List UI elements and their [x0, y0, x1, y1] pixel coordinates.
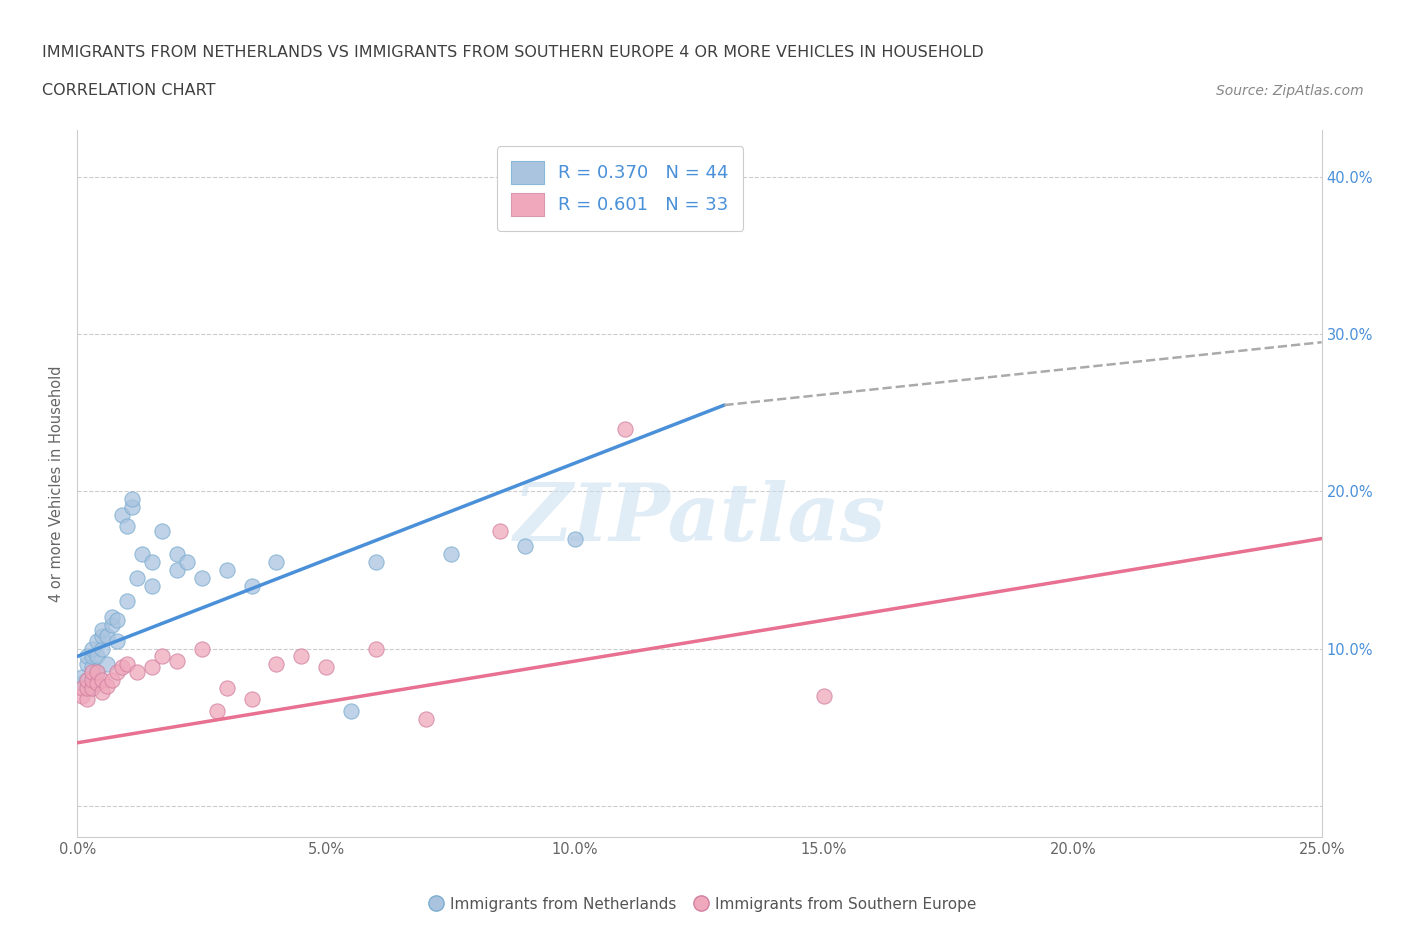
Point — [340, 704, 363, 719]
Point — [86, 675, 108, 690]
Point — [91, 672, 114, 687]
Point — [141, 660, 163, 675]
Point — [111, 508, 134, 523]
Point — [86, 665, 108, 680]
Point — [191, 570, 214, 585]
Point — [101, 618, 124, 632]
Point — [86, 633, 108, 648]
Point — [150, 649, 173, 664]
Point — [141, 578, 163, 593]
Point — [91, 685, 114, 700]
Point — [111, 660, 134, 675]
Point — [266, 657, 288, 671]
Point — [96, 629, 118, 644]
Point — [101, 672, 124, 687]
Point — [72, 670, 94, 684]
Point — [91, 622, 114, 637]
Point — [76, 672, 98, 687]
Point — [76, 672, 98, 687]
Point — [613, 421, 636, 436]
Point — [215, 681, 238, 696]
Point — [101, 610, 124, 625]
Point — [364, 554, 387, 569]
Point — [82, 665, 104, 680]
Point — [515, 539, 537, 554]
Point — [364, 641, 387, 656]
Point — [141, 554, 163, 569]
Point — [82, 649, 104, 664]
Point — [86, 665, 108, 680]
Point — [115, 657, 138, 671]
Point — [315, 660, 337, 675]
Point — [91, 641, 114, 656]
Point — [440, 547, 463, 562]
Point — [105, 613, 128, 628]
Point — [266, 554, 288, 569]
Point — [150, 524, 173, 538]
Point — [121, 492, 143, 507]
Text: IMMIGRANTS FROM NETHERLANDS VS IMMIGRANTS FROM SOUTHERN EUROPE 4 OR MORE VEHICLE: IMMIGRANTS FROM NETHERLANDS VS IMMIGRANT… — [42, 46, 984, 60]
Point — [96, 657, 118, 671]
Point — [76, 649, 98, 664]
Point — [91, 629, 114, 644]
Point — [86, 649, 108, 664]
Legend: Immigrants from Netherlands, Immigrants from Southern Europe: Immigrants from Netherlands, Immigrants … — [425, 891, 981, 918]
Point — [205, 704, 228, 719]
Point — [125, 570, 148, 585]
Point — [82, 660, 104, 675]
Point — [72, 688, 94, 703]
Point — [76, 691, 98, 706]
Point — [72, 681, 94, 696]
Point — [121, 499, 143, 514]
Point — [131, 547, 153, 562]
Point — [125, 665, 148, 680]
Point — [176, 554, 198, 569]
Point — [105, 665, 128, 680]
Point — [76, 657, 98, 671]
Point — [290, 649, 312, 664]
Point — [166, 547, 188, 562]
Point — [564, 531, 586, 546]
Y-axis label: 4 or more Vehicles in Household: 4 or more Vehicles in Household — [49, 365, 65, 602]
Point — [813, 688, 835, 703]
Point — [240, 691, 263, 706]
Point — [82, 641, 104, 656]
Point — [115, 594, 138, 609]
Point — [115, 519, 138, 534]
Point — [105, 633, 128, 648]
Point — [489, 524, 512, 538]
Point — [191, 641, 214, 656]
Point — [96, 679, 118, 694]
Text: ZIPatlas: ZIPatlas — [513, 480, 886, 558]
Point — [166, 654, 188, 669]
Point — [82, 681, 104, 696]
Point — [415, 711, 437, 726]
Point — [215, 563, 238, 578]
Point — [82, 681, 104, 696]
Legend: R = 0.370   N = 44, R = 0.601   N = 33: R = 0.370 N = 44, R = 0.601 N = 33 — [496, 146, 744, 231]
Point — [240, 578, 263, 593]
Point — [76, 681, 98, 696]
Text: CORRELATION CHART: CORRELATION CHART — [42, 83, 215, 98]
Point — [72, 675, 94, 690]
Point — [82, 672, 104, 687]
Text: Source: ZipAtlas.com: Source: ZipAtlas.com — [1216, 84, 1364, 98]
Point — [713, 170, 735, 185]
Point — [166, 563, 188, 578]
